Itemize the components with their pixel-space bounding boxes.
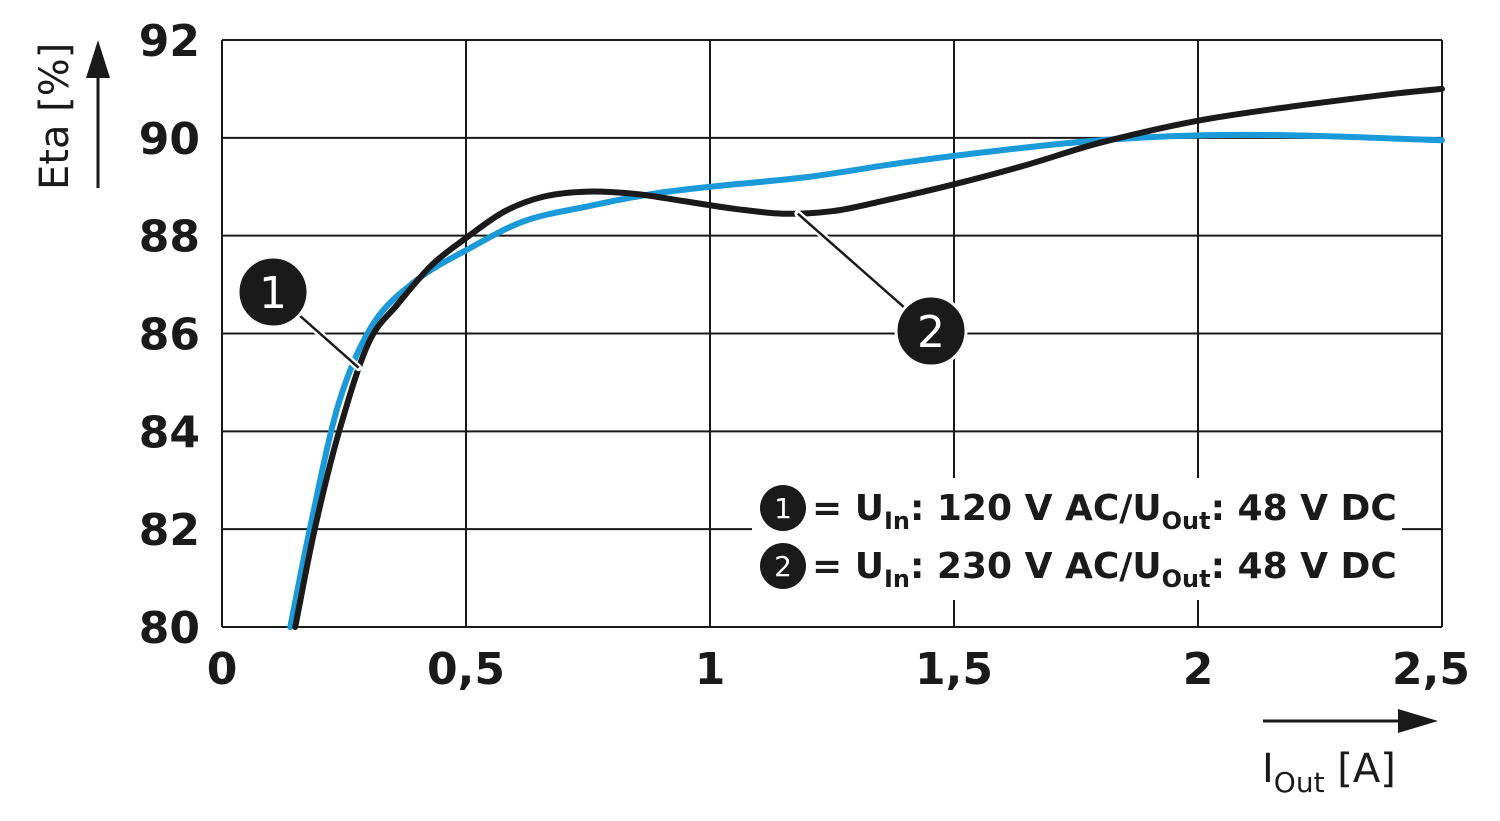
x-tick-label-0: 0 (207, 644, 238, 695)
callout-1-label: 1 (259, 268, 287, 319)
x-axis-title-unit: [A] (1325, 746, 1396, 792)
y-tick-label-4: 88 (139, 212, 200, 263)
y-axis-arrow-icon (86, 40, 110, 78)
series-2-line (292, 85, 1445, 630)
legend-entry-1-end: : 48 V DC (1211, 488, 1397, 529)
y-tick-label-1: 82 (139, 505, 200, 556)
legend-marker-1-icon (760, 485, 806, 531)
legend-entry-1-mid: : 120 V AC/U (910, 488, 1162, 529)
legend: 1 = UIn: 120 V AC/UOut: 48 V DC 2 = UIn:… (752, 478, 1402, 600)
legend-entry-2: 2 = UIn: 230 V AC/UOut: 48 V DC (760, 543, 1397, 593)
legend-entry-2-eq: = U (812, 546, 884, 587)
legend-entry-1-in-sub: In (884, 507, 910, 535)
x-tick-label-1: 0,5 (427, 644, 505, 695)
y-tick-label-5: 90 (139, 114, 200, 165)
legend-entry-2-text: = UIn: 230 V AC/UOut: 48 V DC (812, 546, 1397, 593)
x-tick-label-4: 2 (1183, 644, 1214, 695)
legend-entry-2-end: : 48 V DC (1211, 546, 1397, 587)
y-tick-label-0: 80 (139, 603, 200, 654)
annotation-layer: 12 (236, 210, 968, 372)
legend-marker-2-icon (760, 543, 806, 589)
legend-marker-1-label: 1 (774, 492, 792, 525)
y-tick-label-2: 84 (139, 407, 200, 458)
y-axis-title: Eta [%] (32, 43, 78, 190)
legend-entry-1: 1 = UIn: 120 V AC/UOut: 48 V DC (760, 485, 1397, 535)
x-axis-title-sub: Out (1274, 766, 1325, 799)
legend-entry-2-mid: : 230 V AC/U (910, 546, 1162, 587)
x-axis-title-group: IOut [A] (1262, 709, 1438, 799)
x-axis-title: IOut [A] (1262, 746, 1396, 799)
tick-labels: 80 82 84 86 88 90 92 0 0,5 1 1,5 2 2,5 (139, 16, 1470, 695)
y-axis-title-group: Eta [%] (32, 40, 110, 190)
legend-marker-2-label: 2 (774, 550, 792, 583)
legend-entry-1-text: = UIn: 120 V AC/UOut: 48 V DC (812, 488, 1397, 535)
legend-entry-1-out-sub: Out (1162, 507, 1211, 535)
y-tick-label-3: 86 (139, 310, 200, 361)
legend-entry-1-eq: = U (812, 488, 884, 529)
y-tick-label-6: 92 (139, 16, 200, 67)
callout-2-circle-icon (894, 294, 968, 368)
legend-entry-2-in-sub: In (884, 565, 910, 593)
x-axis-title-main: I (1262, 746, 1274, 792)
legend-entry-2-out-sub: Out (1162, 565, 1211, 593)
x-tick-label-3: 1,5 (915, 644, 993, 695)
legend-background (752, 478, 1402, 600)
x-tick-label-2: 1 (695, 644, 726, 695)
callout-1-circle-icon (236, 255, 310, 329)
x-tick-label-5: 2,5 (1392, 644, 1470, 695)
x-axis-arrow-icon (1398, 709, 1438, 733)
callout-2-label: 2 (917, 307, 945, 358)
